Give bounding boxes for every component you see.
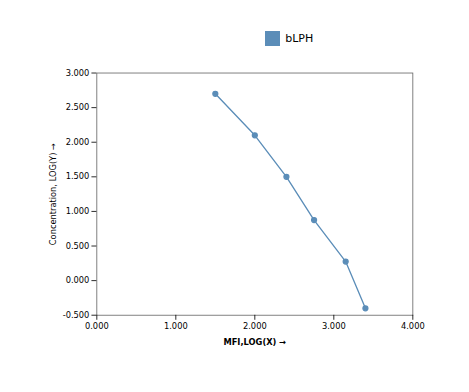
svg-text:-0.500: -0.500	[63, 309, 90, 319]
svg-text:Concentration, LOG(Y) →: Concentration, LOG(Y) →	[48, 142, 58, 244]
svg-text:2.000: 2.000	[66, 136, 90, 146]
html-text:bLPH: bLPH	[285, 32, 314, 45]
svg-text:0.000: 0.000	[85, 320, 109, 330]
svg-text:1.000: 1.000	[66, 206, 90, 216]
svg-text:MFI,LOG(X) →: MFI,LOG(X) →	[223, 337, 286, 347]
svg-text:4.000: 4.000	[401, 320, 425, 330]
svg-text:3.000: 3.000	[66, 67, 90, 77]
svg-text:0.000: 0.000	[66, 275, 90, 285]
svg-text:1.500: 1.500	[66, 171, 90, 181]
svg-text:2.000: 2.000	[243, 320, 267, 330]
svg-text:3.000: 3.000	[322, 320, 346, 330]
svg-text:0.500: 0.500	[66, 240, 90, 250]
svg-text:1.000: 1.000	[164, 320, 188, 330]
svg-text:2.500: 2.500	[66, 102, 90, 112]
